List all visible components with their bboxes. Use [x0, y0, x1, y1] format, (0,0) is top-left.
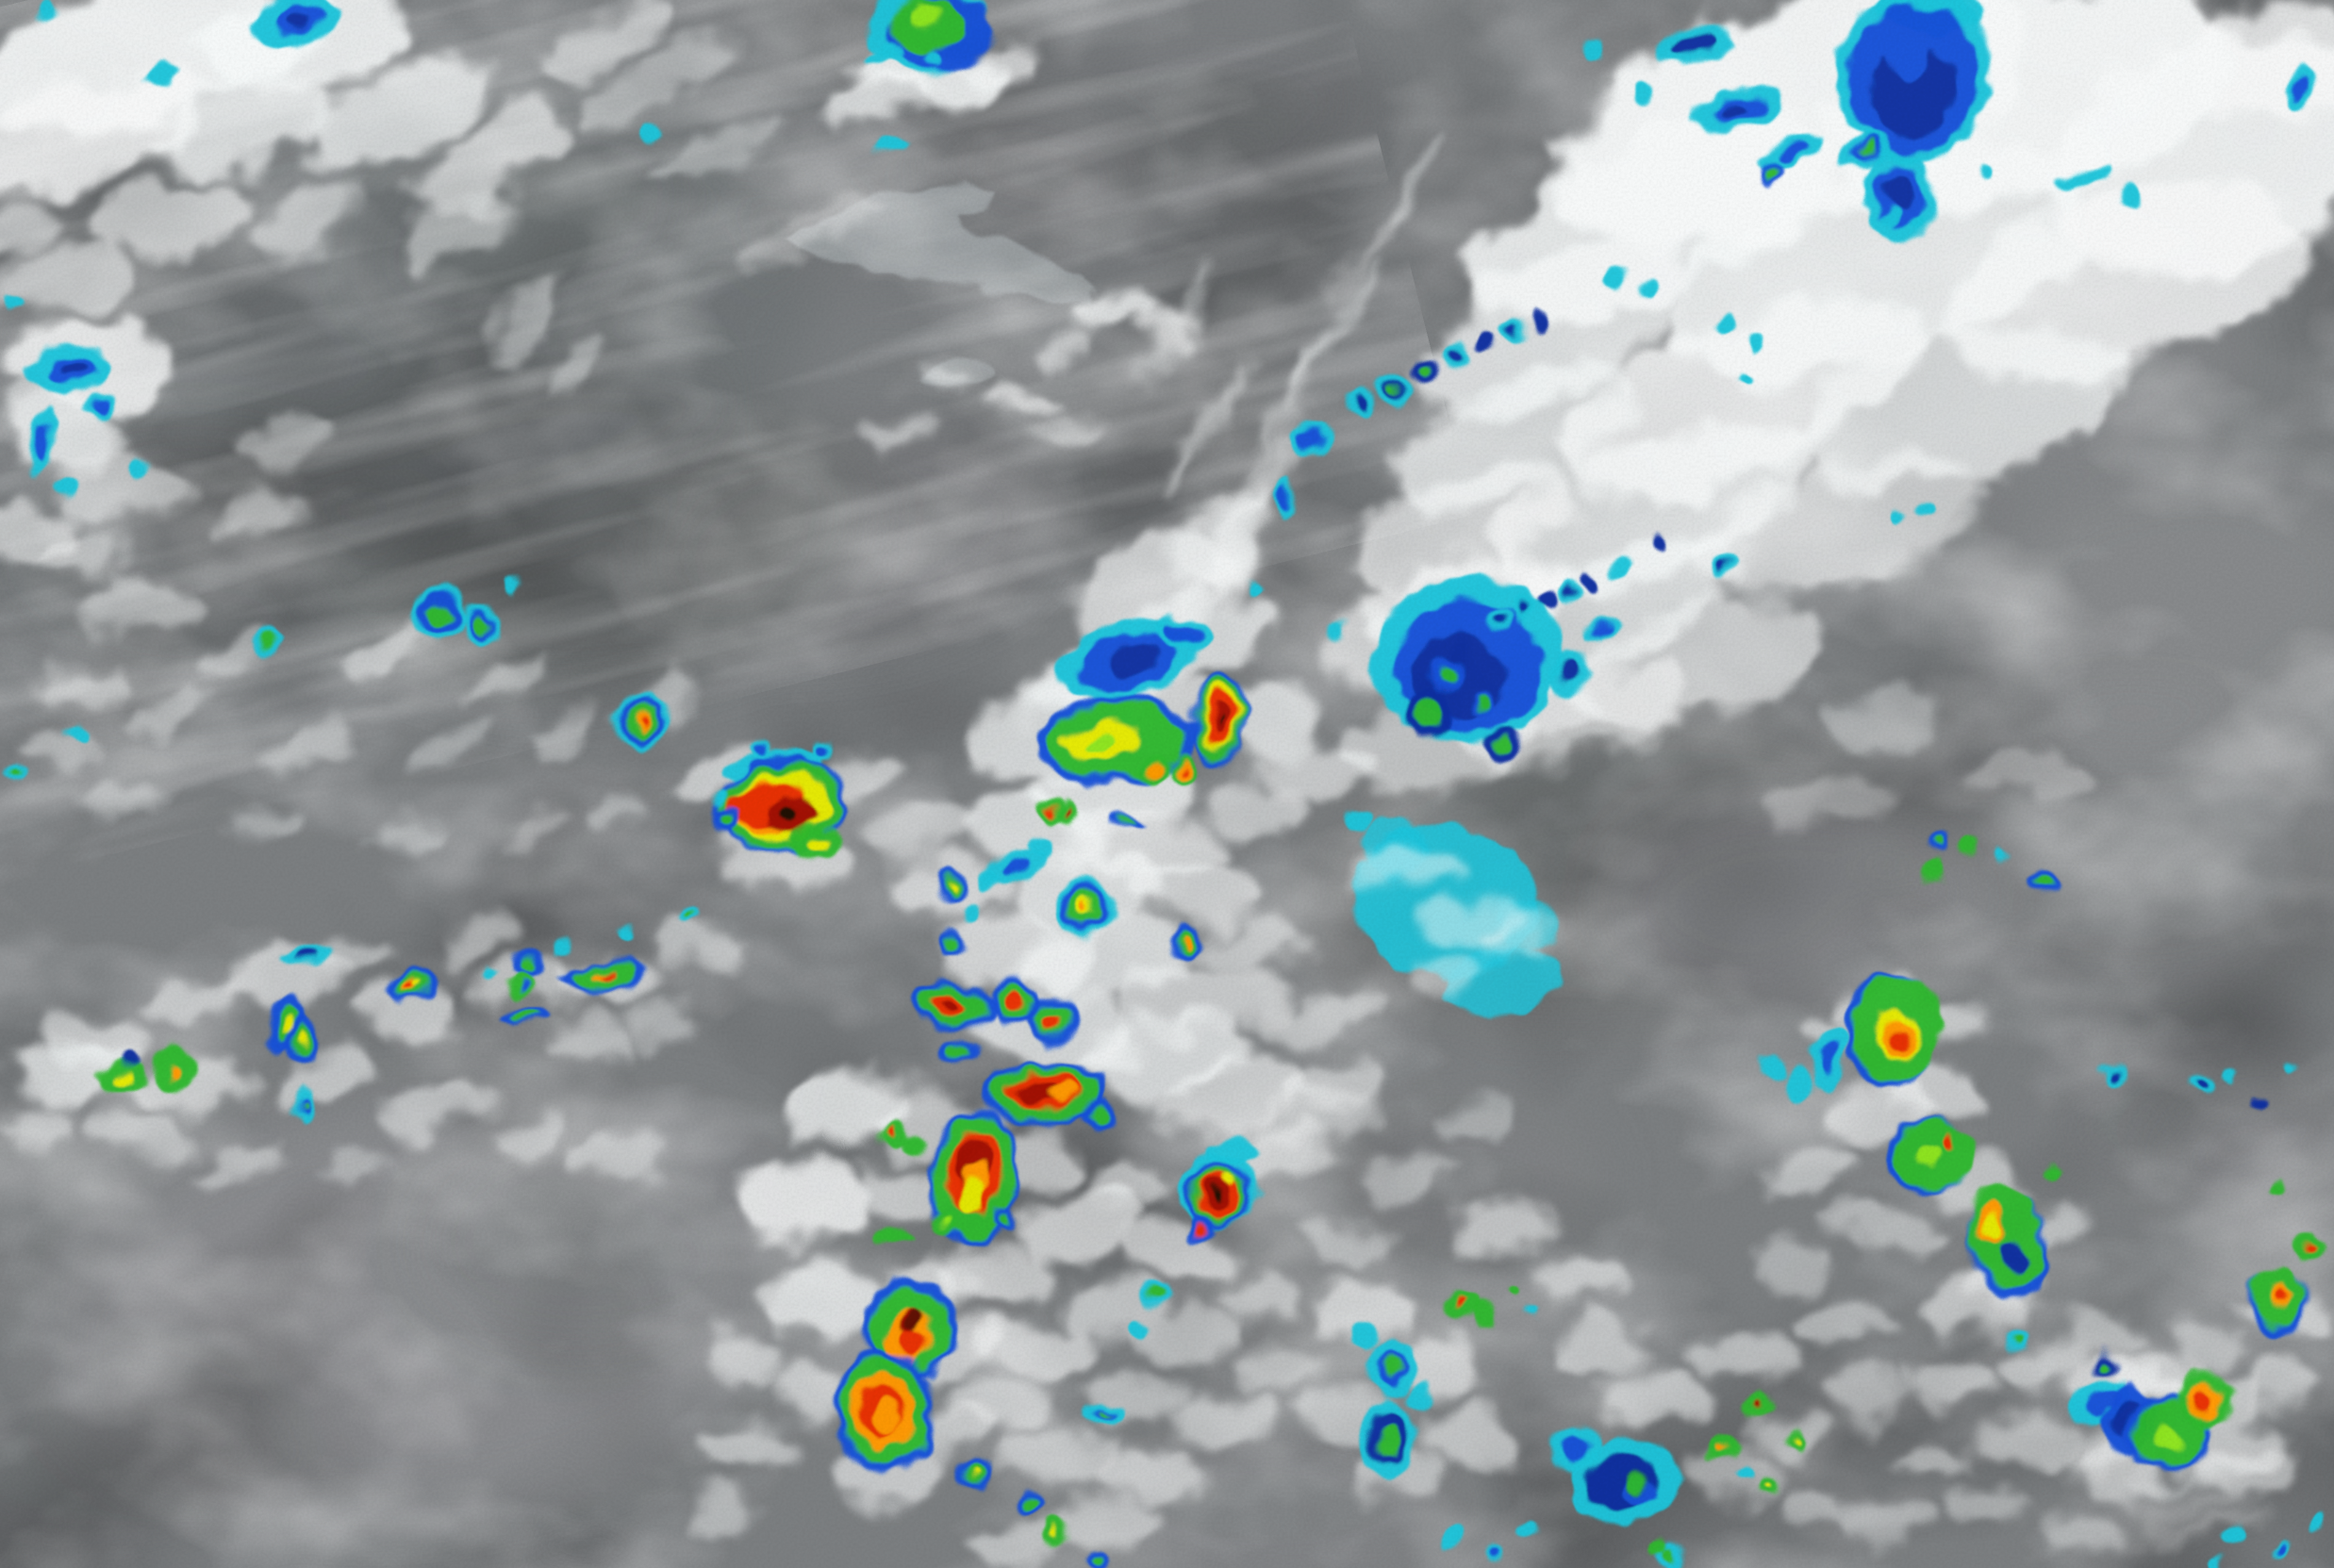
- film-grain-overlay: [0, 0, 2334, 1568]
- satellite-scene: [0, 0, 2334, 1568]
- satellite-image: [0, 0, 2334, 1568]
